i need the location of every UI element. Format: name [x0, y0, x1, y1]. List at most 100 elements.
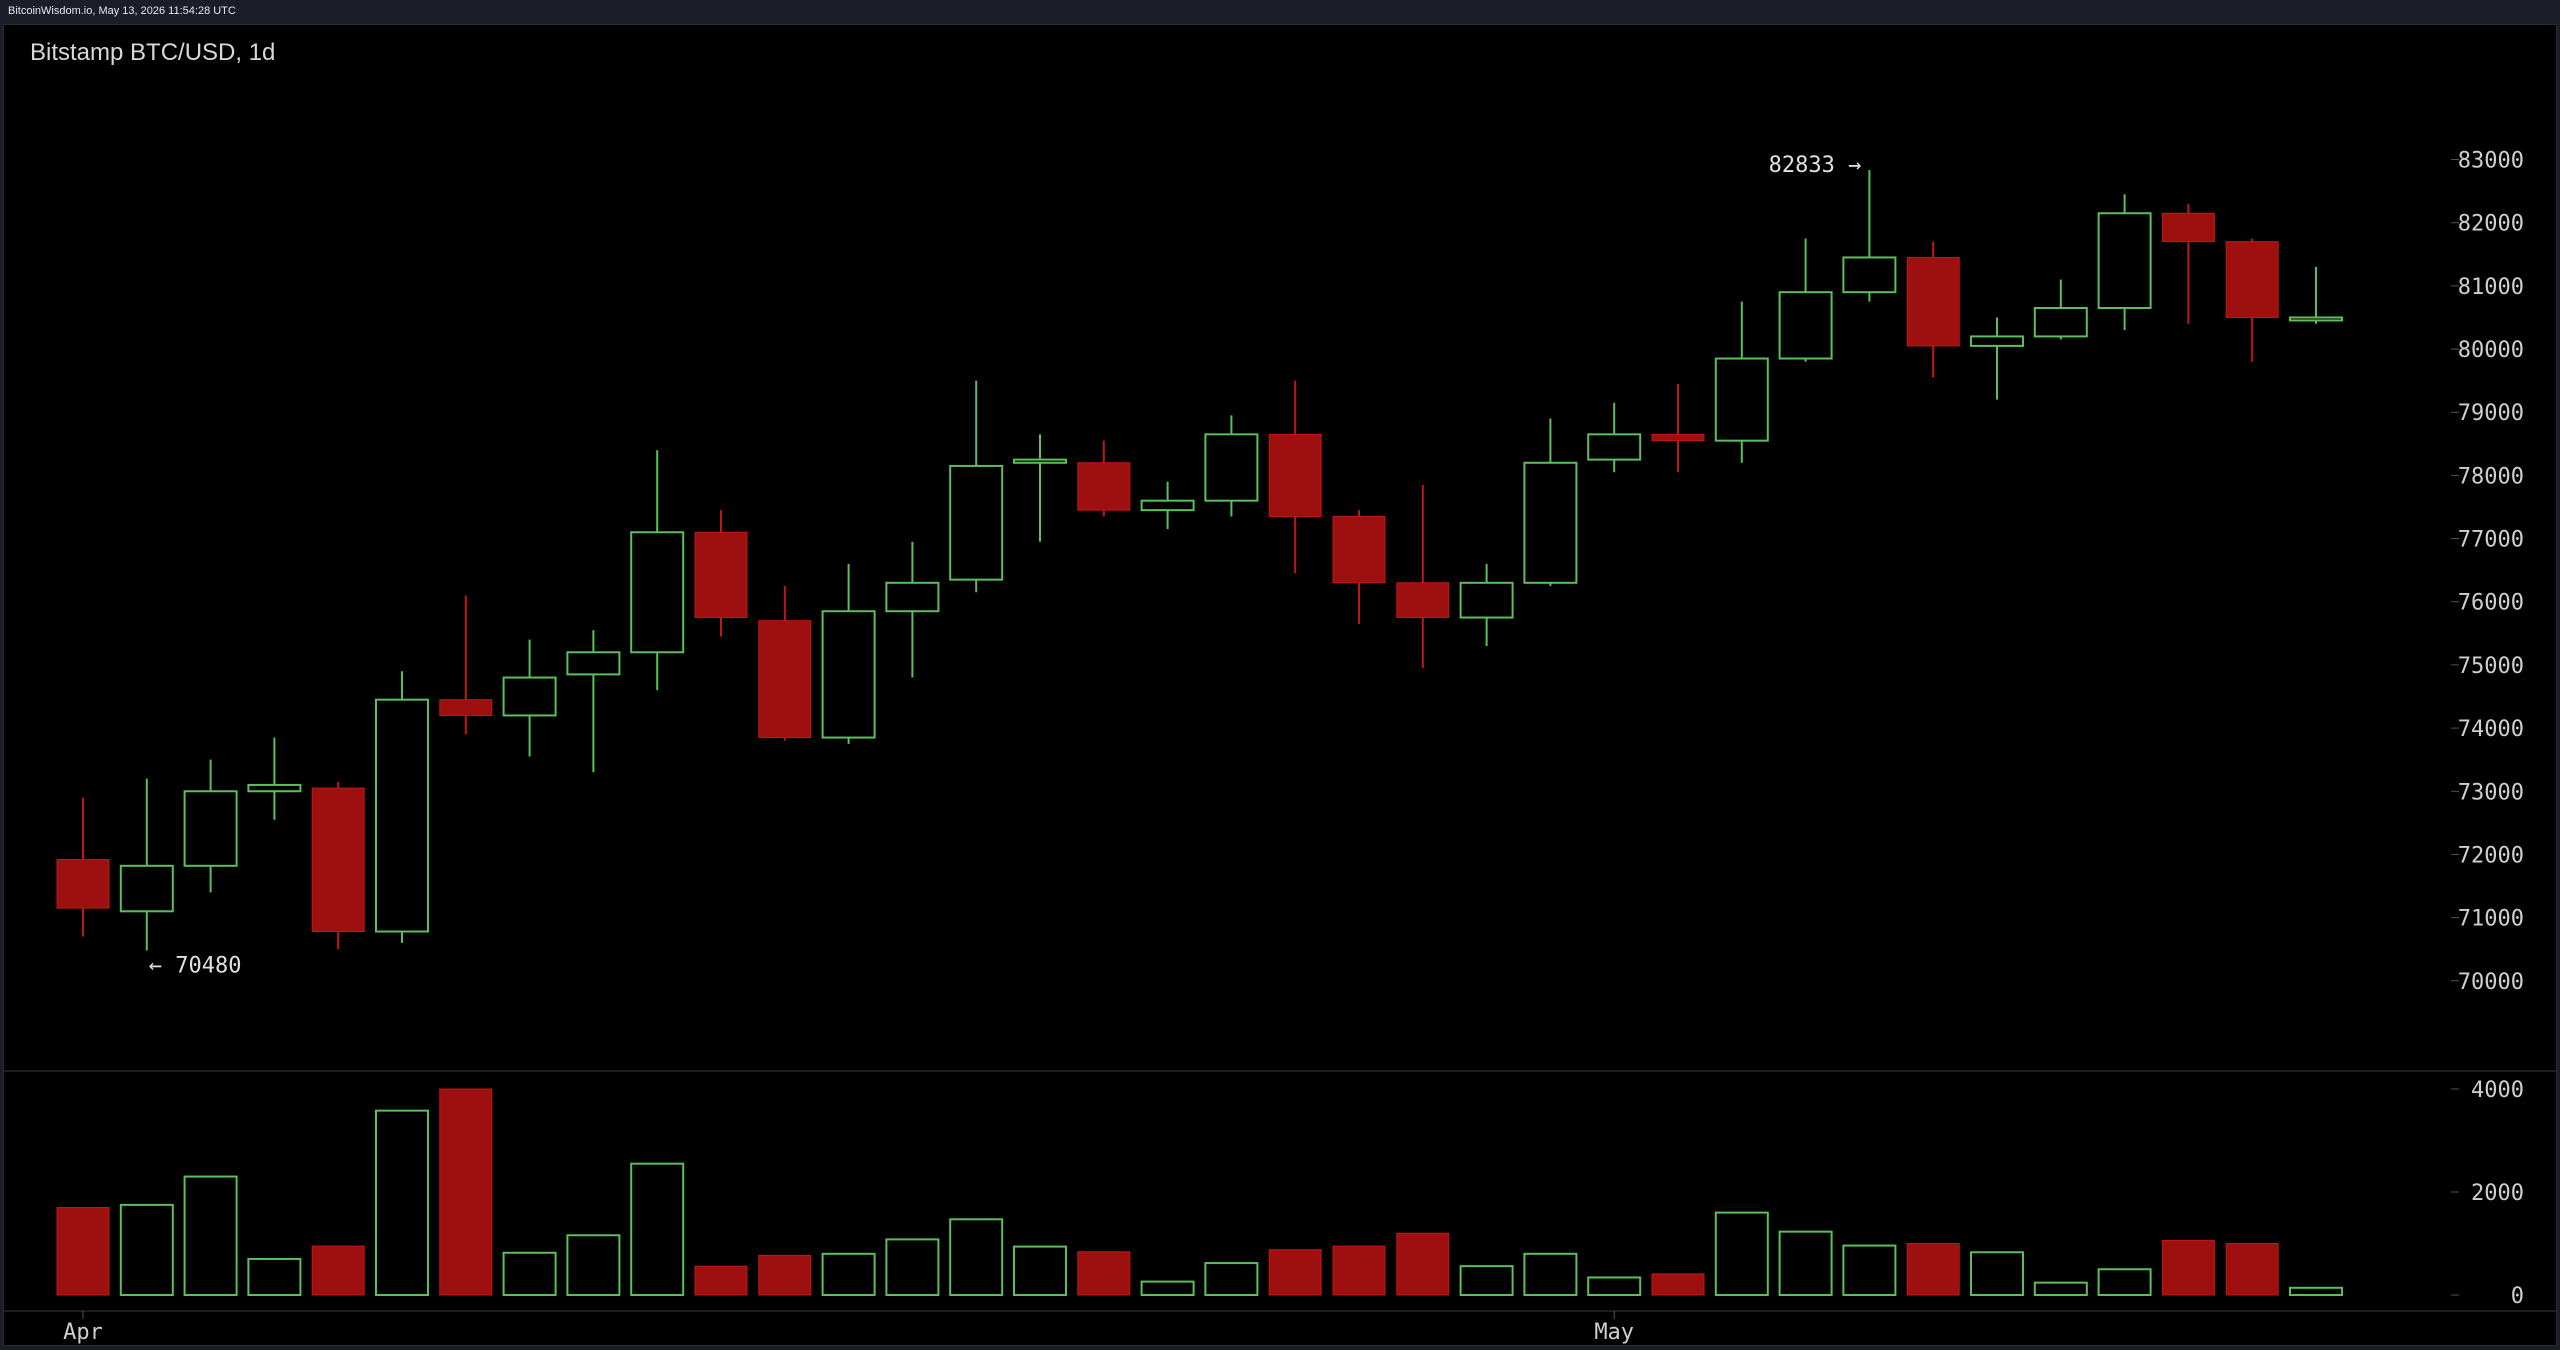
candle[interactable]	[885, 541, 940, 678]
candle-body	[247, 783, 302, 793]
candle-body	[566, 651, 621, 676]
candle-body	[2289, 316, 2343, 322]
candle-body	[1013, 458, 1067, 464]
candle[interactable]	[2033, 279, 2088, 340]
candle[interactable]	[821, 563, 876, 744]
candle[interactable]	[630, 450, 685, 691]
candles-layer	[56, 170, 2343, 951]
price-annotation: 82833 →	[1769, 153, 1862, 178]
candle-body	[1714, 357, 1769, 442]
volume-bar	[2097, 1268, 2152, 1296]
candle[interactable]	[1714, 301, 1769, 463]
candle-body	[439, 699, 493, 716]
candle-body	[2225, 241, 2279, 318]
candle[interactable]	[1523, 418, 1578, 586]
candle[interactable]	[1651, 383, 1705, 473]
candle-body	[1523, 461, 1578, 584]
candle[interactable]	[566, 630, 621, 773]
candle-body	[1077, 462, 1131, 511]
candle-body	[502, 676, 557, 717]
volume-bar	[630, 1162, 685, 1297]
candle-body	[56, 858, 110, 909]
volume-bar	[247, 1257, 302, 1296]
candle[interactable]	[183, 759, 238, 893]
candle-body	[1459, 581, 1514, 619]
volume-tick-label: 0	[2511, 1284, 2524, 1309]
volume-bar	[758, 1254, 812, 1296]
volume-bar	[56, 1206, 110, 1296]
candle[interactable]	[2289, 266, 2343, 324]
candle-body	[1906, 256, 1960, 347]
volume-bar	[1013, 1245, 1067, 1296]
candle[interactable]	[1778, 238, 1833, 362]
price-tick-label: 80000	[2458, 338, 2524, 363]
chart-title: Bitstamp BTC/USD, 1d	[30, 39, 275, 66]
candle-body	[885, 581, 940, 613]
time-tick-label: May	[1594, 1320, 1634, 1345]
price-tick-label: 77000	[2458, 528, 2524, 553]
candle[interactable]	[758, 585, 812, 741]
candle-body	[1970, 335, 2024, 347]
price-tick-label: 83000	[2458, 149, 2524, 174]
chart-frame[interactable]: Bitstamp BTC/USD, 1d 83000 82000 81000 8000…	[3, 24, 2557, 1346]
candle[interactable]	[1013, 434, 1067, 542]
candlestick-chart[interactable]: Bitstamp BTC/USD, 1d 83000 82000 81000 8000…	[4, 25, 2556, 1345]
candle-body	[949, 464, 1004, 581]
candle[interactable]	[1140, 481, 1195, 530]
candle[interactable]	[439, 595, 493, 735]
candle[interactable]	[1970, 317, 2024, 400]
candle[interactable]	[2225, 238, 2279, 362]
candle[interactable]	[1268, 380, 1322, 574]
price-tick-label: 72000	[2458, 843, 2524, 868]
price-tick-label: 75000	[2458, 654, 2524, 679]
candle-body	[119, 864, 174, 913]
candle[interactable]	[119, 778, 174, 951]
volume-layer	[56, 1088, 2343, 1297]
candle-body	[1842, 256, 1897, 294]
volume-bar	[1077, 1251, 1131, 1296]
candle[interactable]	[2161, 203, 2215, 324]
volume-bar	[1396, 1232, 1450, 1296]
candle[interactable]	[1077, 440, 1131, 517]
volume-bar	[2033, 1281, 2088, 1297]
volume-tick-label: 2000	[2471, 1181, 2524, 1206]
candle-body	[311, 787, 365, 933]
candle[interactable]	[1332, 510, 1386, 624]
candle-body	[1268, 433, 1322, 517]
candle[interactable]	[375, 671, 429, 943]
candle[interactable]	[1459, 563, 1514, 646]
candle[interactable]	[56, 797, 110, 937]
candle[interactable]	[1587, 402, 1642, 473]
candle[interactable]	[694, 510, 748, 637]
price-tick-label: 76000	[2458, 591, 2524, 616]
candle-body	[1140, 499, 1195, 512]
candle[interactable]	[949, 380, 1004, 593]
candle[interactable]	[1906, 241, 1960, 378]
candle-body	[694, 531, 748, 619]
candle-body	[2161, 212, 2215, 243]
candle-body	[1332, 515, 1386, 584]
volume-bar	[1842, 1244, 1897, 1297]
price-tick-label: 78000	[2458, 464, 2524, 489]
candle[interactable]	[1204, 415, 1259, 517]
price-grid	[4, 1070, 2556, 1312]
candle[interactable]	[311, 781, 365, 950]
price-tick-label: 74000	[2458, 717, 2524, 742]
price-tick-label: 71000	[2458, 907, 2524, 932]
candle[interactable]	[1396, 484, 1450, 669]
volume-bar	[1714, 1211, 1769, 1296]
volume-bar	[821, 1252, 876, 1297]
volume-bar	[1332, 1245, 1386, 1296]
price-tick-label: 73000	[2458, 780, 2524, 805]
price-axis: 83000 82000 81000 80000 79000 78000 77000 76000…	[2451, 149, 2524, 995]
volume-bar	[375, 1109, 429, 1296]
candle-body	[1778, 291, 1833, 360]
candle[interactable]	[247, 737, 302, 820]
price-tick-label: 79000	[2458, 401, 2524, 426]
price-tick-label: 70000	[2458, 970, 2524, 995]
candle[interactable]	[2097, 194, 2152, 331]
volume-bar	[1268, 1249, 1322, 1296]
candle[interactable]	[1842, 170, 1897, 302]
candle[interactable]	[502, 639, 557, 757]
price-tick-label: 81000	[2458, 275, 2524, 300]
